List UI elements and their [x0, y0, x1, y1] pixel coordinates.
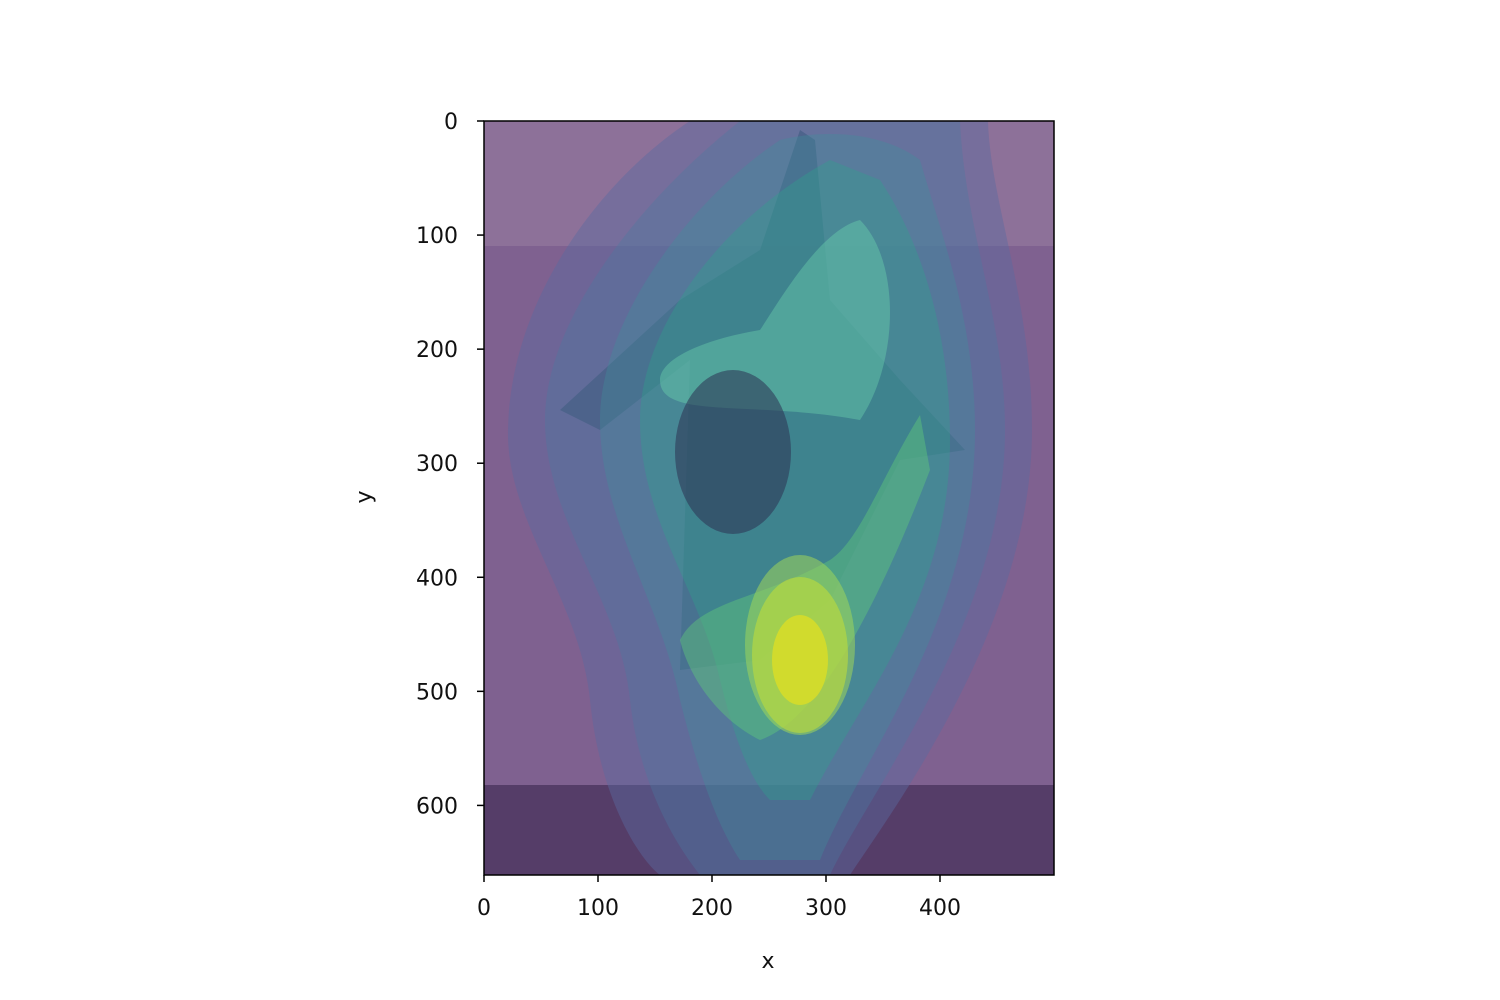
y-tick-label: 100 — [416, 224, 458, 249]
x-axis-label: x — [761, 949, 774, 974]
contour-level — [600, 134, 975, 861]
contour-peak — [772, 615, 828, 705]
contour-level — [640, 160, 950, 800]
y-tick-label: 600 — [416, 794, 458, 819]
x-tick-label: 200 — [691, 896, 733, 921]
y-tick-label: 300 — [416, 452, 458, 477]
y-tick-label: 200 — [416, 338, 458, 363]
x-tick-label: 400 — [919, 896, 961, 921]
image-floor — [484, 785, 1054, 875]
x-tick-label: 0 — [477, 896, 491, 921]
x-tick-label: 100 — [577, 896, 619, 921]
axes-frame — [483, 120, 1055, 876]
y-tick-label: 500 — [416, 680, 458, 705]
plot-area — [484, 121, 1054, 875]
y-axis-label: y — [352, 490, 377, 503]
contour-low — [675, 370, 791, 534]
x-tick-label: 300 — [805, 896, 847, 921]
contour-level — [660, 220, 890, 420]
y-tick-label: 400 — [416, 566, 458, 591]
y-tick-label: 0 — [444, 110, 458, 135]
